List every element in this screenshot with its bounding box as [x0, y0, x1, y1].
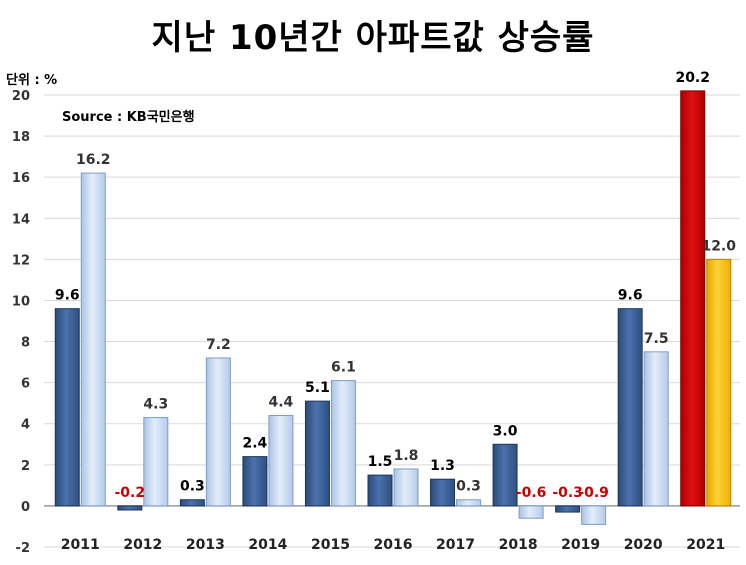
value-label-2016-s1: 1.5: [368, 454, 393, 470]
value-label-2021-s2: 12.0: [701, 238, 736, 254]
bar-2020-s1: [617, 308, 643, 507]
value-label-2019-s1: -0.3: [552, 485, 583, 501]
bar-2012-s1: [117, 505, 143, 511]
bar-2015-s1: [304, 400, 330, 507]
category-label: 2018: [499, 537, 538, 553]
bar-2018-s1: [492, 443, 518, 507]
value-label-2018-s2: -0.6: [516, 485, 547, 501]
category-label: 2015: [311, 537, 350, 553]
y-tick-label: 6: [21, 377, 30, 392]
value-label-2017-s1: 1.3: [430, 458, 455, 474]
bar-2017-s2: [456, 499, 482, 507]
y-tick-label: 10: [12, 294, 30, 309]
y-axis: -2 0 2 4 6 8 10 12 14 16 18 20: [12, 89, 30, 556]
value-label-2013-s1: 0.3: [180, 479, 205, 495]
y-tick-label: 14: [12, 212, 30, 227]
bar-2021-s1: [680, 90, 706, 507]
bar-2014-s2: [268, 415, 294, 507]
value-label-2011-s1: 9.6: [55, 288, 80, 304]
bar-2014-s1: [242, 456, 268, 507]
value-label-2015-s1: 5.1: [305, 380, 330, 396]
bar-2013-s1: [179, 499, 205, 507]
value-label-2012-s1: -0.2: [115, 485, 146, 501]
y-tick-label: 8: [21, 336, 30, 351]
category-label: 2011: [61, 537, 100, 553]
source-note: Source : KB국민은행: [62, 110, 195, 125]
x-axis: 2011 2012 2013 2014 2015 2016 2017 2018 2019 2020…: [61, 537, 725, 553]
value-label-2019-s2: -0.9: [578, 485, 609, 501]
value-label-2014-s2: 4.4: [269, 395, 294, 411]
y-tick-label: -2: [16, 541, 30, 556]
category-label: 2014: [248, 537, 287, 553]
category-label: 2016: [374, 537, 413, 553]
y-tick-label: 2: [21, 459, 30, 474]
bar-2013-s2: [205, 357, 231, 507]
category-label: 2017: [436, 537, 475, 553]
bars: [54, 90, 732, 525]
value-label-2012-s2: 4.3: [143, 397, 168, 413]
category-label: 2012: [123, 537, 162, 553]
bar-2011-s1: [54, 308, 80, 507]
bar-2018-s2: [518, 505, 544, 519]
value-label-2013-s2: 7.2: [206, 337, 231, 353]
value-labels: 9.6 16.2 -0.2 4.3 0.3 7.2 2.4 4.4 5.16.1 1.5 1.8 1.…: [55, 70, 736, 501]
bar-2015-s2: [330, 380, 356, 507]
y-tick-label: 4: [21, 418, 30, 433]
category-label: 2020: [624, 537, 663, 553]
unit-label: 단위 : %: [6, 73, 58, 88]
value-label-2020-s2: 7.5: [644, 331, 669, 347]
bar-2016-s2: [393, 468, 419, 507]
y-tick-label: 20: [12, 89, 30, 104]
bar-2011-s2: [80, 172, 106, 507]
y-tick-label: 12: [12, 253, 30, 268]
value-label-2014-s1: 2.4: [243, 436, 268, 452]
category-label: 2019: [561, 537, 600, 553]
bar-2020-s2: [643, 351, 669, 507]
bar-2017-s1: [430, 478, 456, 507]
bar-2019-s1: [555, 505, 581, 513]
y-tick-label: 18: [12, 130, 30, 145]
y-tick-label: 0: [21, 500, 30, 515]
value-label-2020-s1: 9.6: [618, 288, 643, 304]
chart-title: 지난 10년간 아파트값 상승률: [151, 18, 595, 58]
value-label-2011-s2: 16.2: [76, 152, 111, 168]
bar-2021-s2: [706, 258, 732, 507]
bar-2012-s2: [143, 417, 169, 507]
category-label: 2021: [686, 537, 725, 553]
bar-2019-s2: [581, 505, 607, 525]
category-label: 2013: [186, 537, 225, 553]
value-label-2021-s1: 20.2: [675, 70, 710, 86]
value-label-2015-s2: 6.1: [331, 360, 356, 376]
bar-2016-s1: [367, 474, 393, 507]
value-label-2017-s2: 0.3: [456, 479, 481, 495]
value-label-2018-s1: 3.0: [493, 423, 518, 439]
y-tick-label: 16: [12, 171, 30, 186]
value-label-2016-s2: 1.8: [394, 448, 419, 464]
